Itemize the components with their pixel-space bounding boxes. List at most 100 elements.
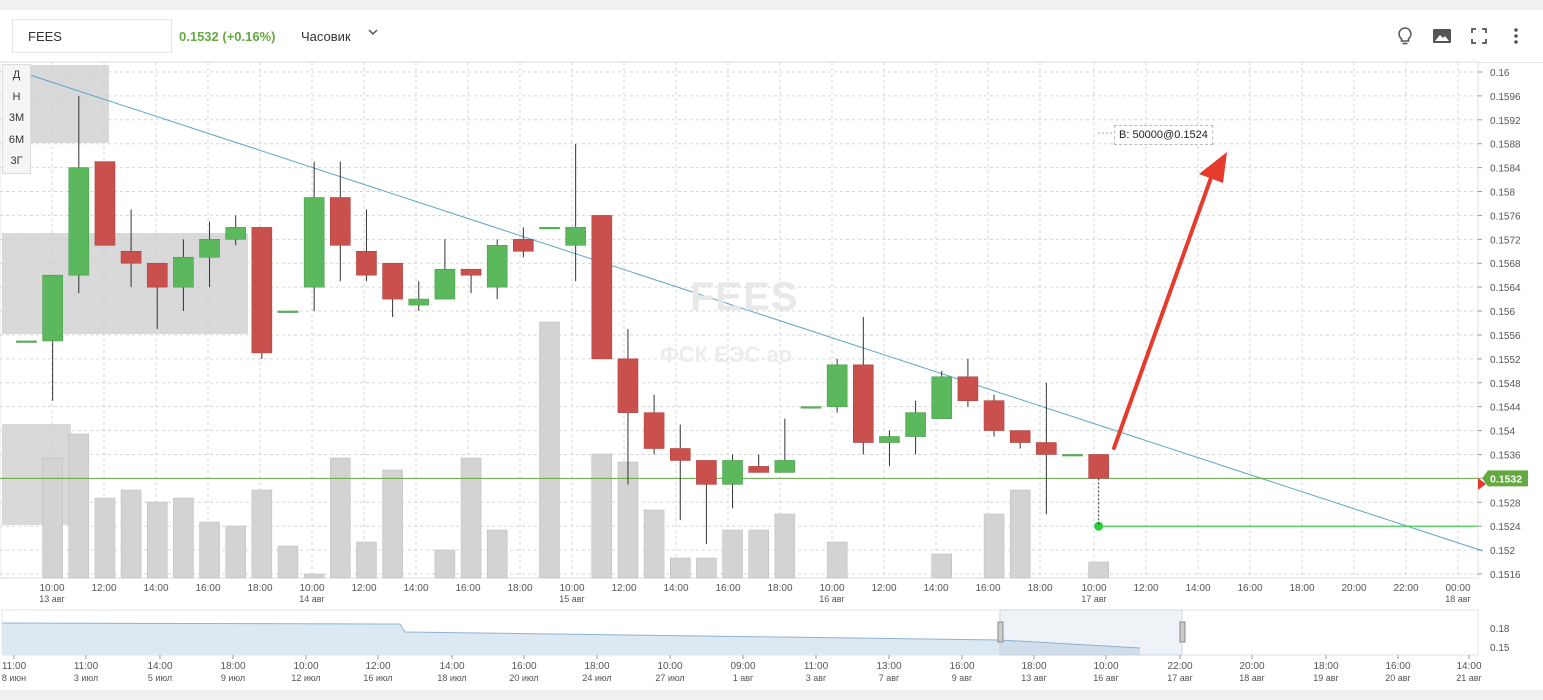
candle-down[interactable] — [1088, 454, 1109, 479]
order-marker[interactable] — [1094, 521, 1104, 531]
volume-bar — [591, 453, 613, 579]
candle-up[interactable] — [905, 412, 926, 437]
candle-up[interactable] — [173, 256, 194, 288]
x-tick-time: 14:00 — [923, 583, 948, 594]
navigator-x-time: 11:00 — [74, 661, 99, 672]
candle-up[interactable] — [303, 197, 325, 288]
chevron-down-icon[interactable] — [367, 26, 379, 38]
y-tick-label: 0.1592 — [1490, 116, 1521, 127]
navigator-handle-right[interactable] — [1179, 621, 1186, 643]
x-tick-date: 13 авг — [39, 594, 65, 604]
candle-up[interactable] — [42, 274, 63, 342]
volume-bar — [434, 549, 456, 579]
candle-down[interactable] — [94, 161, 116, 246]
candle-up[interactable] — [539, 227, 560, 230]
navigator-x-time: 18:00 — [1021, 661, 1046, 672]
candle-up[interactable] — [1062, 454, 1083, 457]
candle-down[interactable] — [356, 250, 377, 276]
candle-up[interactable] — [434, 268, 456, 300]
candle-down[interactable] — [460, 268, 482, 276]
x-tick-time: 10:00 — [39, 583, 64, 594]
candle-up[interactable] — [722, 460, 743, 485]
candle-down[interactable] — [120, 250, 142, 264]
period-button-3m[interactable]: 3М — [8, 112, 25, 125]
candle-down[interactable] — [251, 227, 273, 354]
candle-down[interactable] — [1009, 430, 1031, 443]
y-tick-label: 0.156 — [1490, 307, 1515, 318]
trendline[interactable] — [29, 74, 1484, 552]
navigator-x-date: 21 авг — [1456, 673, 1482, 683]
navigator-x-date: 5 июл — [148, 673, 172, 683]
more-vert-icon[interactable] — [1506, 26, 1526, 46]
volume-bar — [774, 513, 796, 579]
period-button-week[interactable]: Н — [12, 90, 21, 103]
candle-up[interactable] — [800, 406, 822, 409]
image-icon[interactable] — [1432, 26, 1452, 46]
x-tick-date: 16 авг — [819, 594, 845, 604]
y-tick-label: 0.1584 — [1490, 164, 1521, 175]
volume-bar — [225, 525, 246, 579]
navigator-x-time: 14:00 — [439, 661, 464, 672]
period-button-6m[interactable]: 6М — [8, 133, 25, 146]
watermark-ticker: FEES — [690, 275, 799, 319]
candle-up[interactable] — [16, 340, 37, 343]
candle-down[interactable] — [643, 412, 665, 449]
last-price-label: 0.1532 — [1490, 473, 1522, 485]
candle-up[interactable] — [225, 227, 246, 240]
ticker-input[interactable]: FEES — [12, 19, 172, 53]
candle-down[interactable] — [983, 400, 1005, 431]
period-button-3y[interactable]: 3Г — [10, 155, 23, 168]
x-tick-time: 18:00 — [507, 583, 532, 594]
volume-bar — [931, 553, 952, 579]
volume-bar — [173, 497, 194, 579]
y-tick-label: 0.1548 — [1490, 379, 1521, 390]
candle-down[interactable] — [617, 358, 639, 413]
candle-down[interactable] — [382, 262, 403, 300]
price-chart[interactable]: 0.16 0.1596 0.1592 0.1588 0.1584 0.158 0.1576 0… — [0, 10, 1543, 700]
x-tick-time: 12:00 — [91, 583, 116, 594]
candle-up[interactable] — [879, 436, 900, 443]
candle-up[interactable] — [277, 310, 299, 313]
candle-down[interactable] — [329, 197, 351, 246]
interval-select[interactable]: Часовик — [301, 29, 351, 44]
navigator-handle-left[interactable] — [997, 621, 1004, 643]
candle-up[interactable] — [68, 167, 90, 276]
y-tick-label: 0.1516 — [1490, 570, 1521, 581]
candle-up[interactable] — [199, 239, 220, 258]
fullscreen-icon[interactable] — [1469, 26, 1489, 46]
navigator-x-time: 16:00 — [949, 661, 974, 672]
volume-bar — [199, 521, 220, 579]
candle-up[interactable] — [486, 245, 508, 288]
candle-down[interactable] — [852, 364, 874, 443]
volume-bar — [382, 469, 403, 579]
navigator-x-date: 27 июл — [655, 673, 684, 683]
candle-down[interactable] — [146, 262, 168, 288]
y-tick-label: 0.1564 — [1490, 283, 1521, 294]
candle-down[interactable] — [1036, 442, 1057, 455]
navigator-window[interactable] — [999, 609, 1183, 656]
navigator-x-time: 11:00 — [2, 661, 27, 672]
last-price-badge — [1482, 470, 1528, 487]
navigator-x-date: 24 июл — [582, 673, 611, 683]
volume-bar — [1009, 489, 1031, 579]
candle-down[interactable] — [591, 215, 613, 360]
navigator-x-date: 16 авг — [1093, 673, 1119, 683]
navigator-x-date: 12 июл — [291, 673, 320, 683]
candle-up[interactable] — [931, 376, 953, 419]
candle-down[interactable] — [669, 448, 691, 461]
volume-bar — [748, 529, 769, 579]
navigator-x-time: 10:00 — [293, 661, 318, 672]
period-button-day[interactable]: Д — [12, 69, 21, 81]
x-tick-time: 12:00 — [611, 583, 636, 594]
candle-down[interactable] — [513, 239, 534, 252]
candle-up[interactable] — [565, 227, 586, 246]
candle-down[interactable] — [748, 466, 770, 473]
candle-up[interactable] — [826, 364, 848, 407]
candle-down[interactable] — [957, 376, 979, 401]
candle-up[interactable] — [408, 298, 430, 306]
volume-bar — [643, 509, 665, 579]
candle-down[interactable] — [696, 460, 717, 485]
candle-up[interactable] — [774, 460, 796, 473]
lightbulb-icon[interactable] — [1395, 26, 1415, 46]
order-label[interactable]: B: 50000@0.1524 — [1114, 125, 1213, 145]
